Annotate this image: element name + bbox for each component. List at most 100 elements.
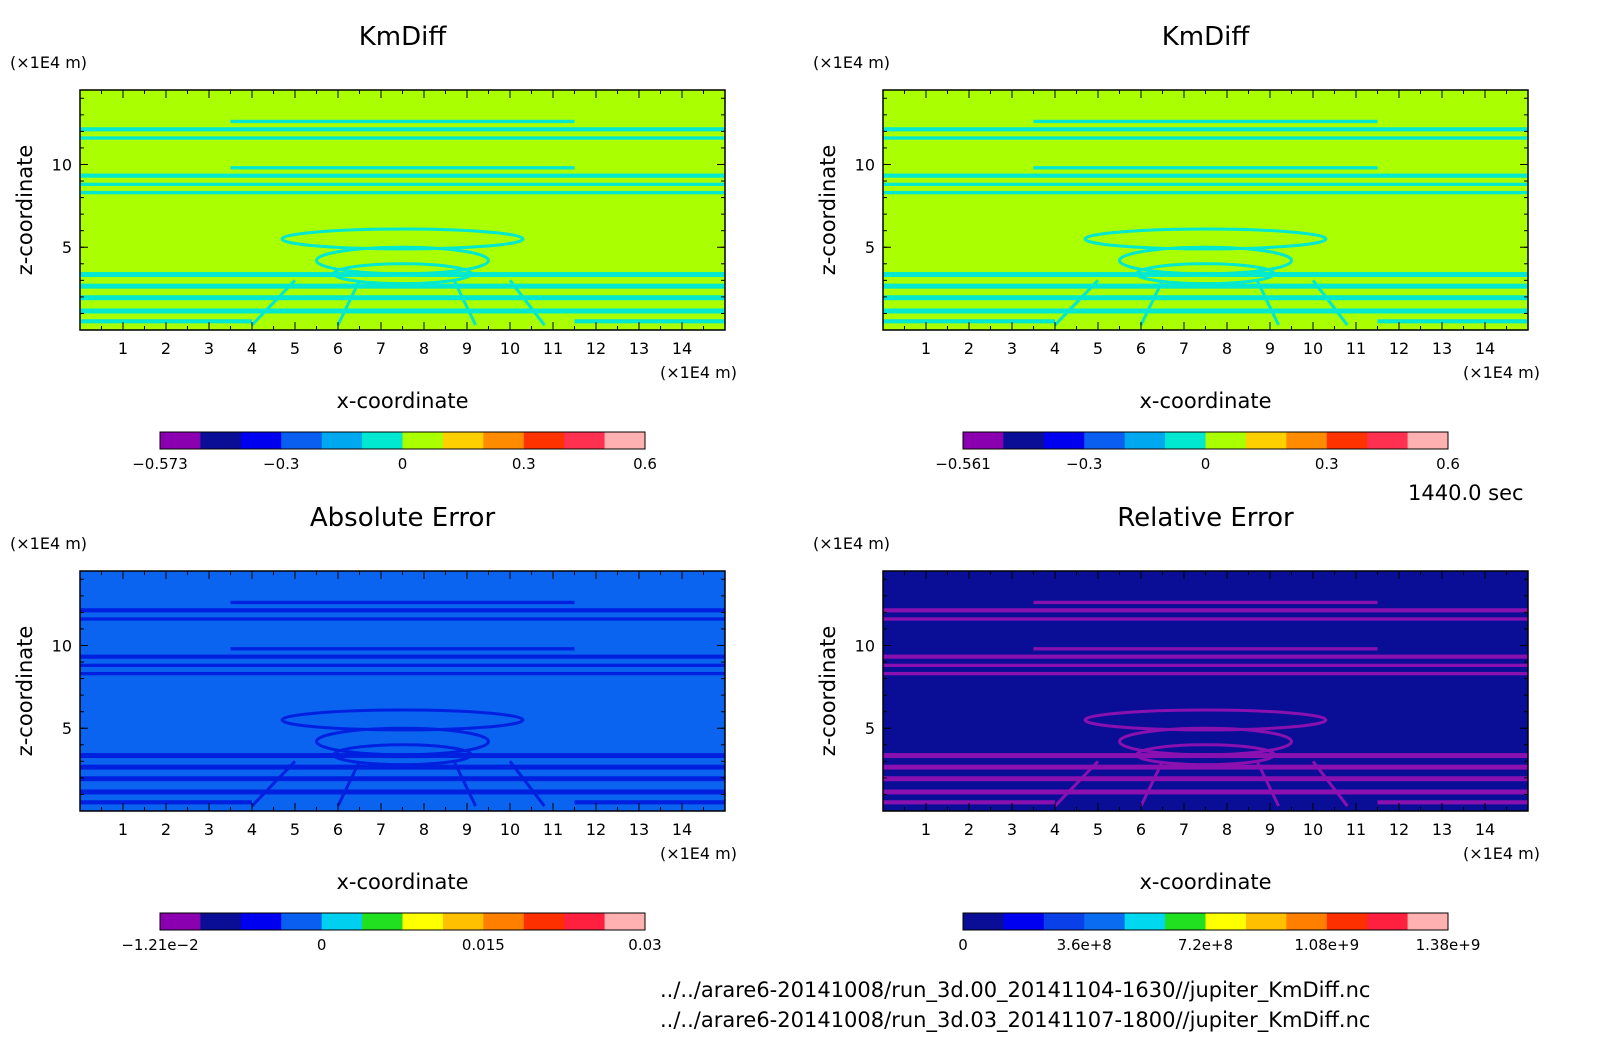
- x-tick-label: 9: [1265, 820, 1275, 839]
- field-contours: [883, 119, 1528, 327]
- panel-title: KmDiff: [359, 22, 448, 52]
- field-contours: [80, 600, 725, 808]
- x-tick-label: 1: [118, 339, 128, 358]
- colorbar: −1.21e−2 0 0.015 0.03: [121, 912, 662, 954]
- x-tick-label: 9: [462, 339, 472, 358]
- colorbar-swatch: [1367, 913, 1409, 930]
- y-axis-label: z-coordinate: [816, 626, 840, 757]
- colorbar-swatch: [564, 432, 606, 449]
- plot-panel-1: KmDiff(×1E4 m)(×1E4 m)1 2 3 4 5 6 7 8 9 10 11 12 13 1…: [10, 22, 737, 473]
- colorbar-swatch: [321, 913, 363, 930]
- x-axis-label: x-coordinate: [336, 389, 468, 413]
- y-axis-label: z-coordinate: [816, 145, 840, 276]
- x-unit-label: (×1E4 m): [1463, 844, 1540, 863]
- x-tick-label: 13: [629, 820, 649, 839]
- plot-panel-4: Relative Error(×1E4 m)(×1E4 m)1 2 3 4 5 6 7 8 9 1…: [813, 503, 1540, 954]
- colorbar-tick-label: 7.2e+8: [1178, 936, 1233, 954]
- colorbar-swatch: [963, 432, 1004, 449]
- colorbar-swatch: [1205, 432, 1247, 449]
- colorbar-swatch: [160, 432, 201, 449]
- y-tick-label: 10: [855, 636, 875, 655]
- panel-title: KmDiff: [1162, 22, 1251, 52]
- colorbar-swatch: [1326, 913, 1368, 930]
- plot-area: [883, 571, 1528, 811]
- x-tick-label: 12: [1389, 820, 1409, 839]
- x-tick-label: 9: [462, 820, 472, 839]
- file-path-2: ../../arare6-20141008/run_3d.03_20141107…: [660, 1008, 1371, 1032]
- colorbar-swatch: [1043, 432, 1085, 449]
- colorbar-swatch: [281, 913, 323, 930]
- colorbar-tick-label: 1.08e+9: [1294, 936, 1359, 954]
- colorbar: −0.561 −0.3 0 0.3 0.6: [935, 431, 1460, 473]
- y-tick-label: 5: [865, 238, 875, 257]
- colorbar-swatch: [240, 432, 282, 449]
- colorbar-tick-label: 1.38e+9: [1416, 936, 1481, 954]
- x-unit-label: (×1E4 m): [1463, 363, 1540, 382]
- colorbar-swatch: [200, 432, 242, 449]
- colorbar-swatch: [402, 913, 444, 930]
- colorbar-swatch: [1003, 432, 1045, 449]
- x-tick-label: 4: [1050, 339, 1060, 358]
- colorbar-swatch: [483, 913, 525, 930]
- colorbar: 0 3.6e+8 7.2e+8 1.08e+9 1.38e+9: [958, 912, 1481, 954]
- colorbar-swatch: [1003, 913, 1045, 930]
- colorbar-swatch: [321, 432, 363, 449]
- x-tick-label: 4: [247, 339, 257, 358]
- x-unit-label: (×1E4 m): [660, 844, 737, 863]
- x-tick-label: 1: [921, 339, 931, 358]
- colorbar-tick-label: −1.21e−2: [121, 936, 198, 954]
- colorbar-swatch: [523, 432, 565, 449]
- x-tick-label: 12: [1389, 339, 1409, 358]
- x-unit-label: (×1E4 m): [660, 363, 737, 382]
- x-tick-label: 5: [290, 820, 300, 839]
- x-tick-label: 13: [629, 339, 649, 358]
- x-tick-label: 1: [118, 820, 128, 839]
- plot-area: [883, 90, 1528, 330]
- x-tick-label: 3: [1007, 820, 1017, 839]
- x-tick-label: 10: [500, 820, 520, 839]
- field-contours: [80, 119, 725, 327]
- colorbar-tick-label: 0: [958, 936, 968, 954]
- y-unit-label: (×1E4 m): [813, 53, 890, 72]
- x-tick-label: 12: [586, 820, 606, 839]
- colorbar-swatch: [362, 913, 403, 930]
- plot-panel-3: Absolute Error(×1E4 m)(×1E4 m)1 2 3 4 5 6 7 8 9 1…: [10, 503, 737, 954]
- colorbar-frame: [159, 431, 646, 450]
- x-tick-label: 7: [376, 820, 386, 839]
- x-tick-label: 6: [333, 339, 343, 358]
- y-tick-label: 10: [52, 155, 72, 174]
- y-tick-label: 5: [62, 719, 72, 738]
- x-axis-label: x-coordinate: [336, 870, 468, 894]
- x-tick-label: 14: [672, 339, 692, 358]
- x-tick-label: 8: [419, 820, 429, 839]
- x-tick-label: 14: [1475, 339, 1495, 358]
- colorbar: −0.573 −0.3 0 0.3 0.6: [132, 431, 657, 473]
- colorbar-frame: [962, 431, 1449, 450]
- colorbar-swatch: [200, 913, 242, 930]
- colorbar-tick-label: 0.015: [462, 936, 505, 954]
- plot-area: [80, 90, 725, 330]
- colorbar-swatch: [1165, 913, 1206, 930]
- plot-panel-2: KmDiff(×1E4 m)(×1E4 m)1 2 3 4 5 6 7 8 9 10 11 12 13 1…: [813, 22, 1540, 473]
- colorbar-swatch: [1245, 432, 1287, 449]
- colorbar-swatch: [1245, 913, 1287, 930]
- x-tick-label: 6: [1136, 339, 1146, 358]
- x-tick-label: 6: [333, 820, 343, 839]
- x-tick-label: 8: [1222, 339, 1232, 358]
- x-tick-label: 8: [419, 339, 429, 358]
- colorbar-swatch: [523, 913, 565, 930]
- colorbar-swatch: [604, 432, 646, 449]
- colorbar-swatch: [564, 913, 606, 930]
- x-tick-label: 13: [1432, 820, 1452, 839]
- colorbar-tick-label: −0.3: [263, 455, 299, 473]
- colorbar-swatch: [1084, 432, 1126, 449]
- x-tick-label: 7: [1179, 820, 1189, 839]
- y-tick-label: 5: [62, 238, 72, 257]
- x-tick-label: 2: [964, 820, 974, 839]
- colorbar-swatch: [442, 913, 484, 930]
- plot-area: [80, 571, 725, 811]
- x-tick-label: 5: [1093, 339, 1103, 358]
- x-axis-label: x-coordinate: [1139, 870, 1271, 894]
- colorbar-swatch: [160, 913, 201, 930]
